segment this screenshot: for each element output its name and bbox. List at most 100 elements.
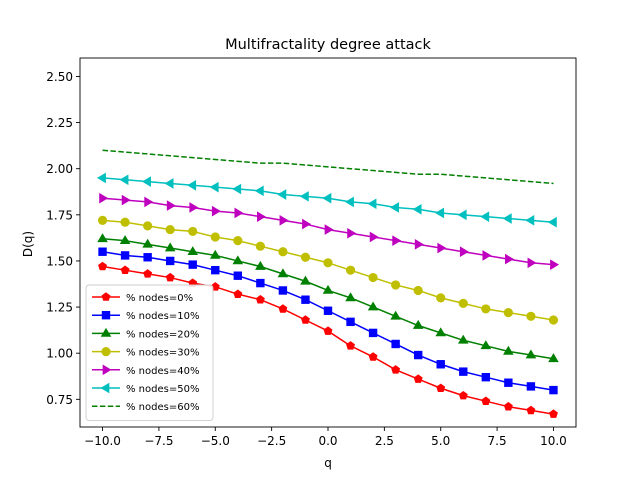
data-point-nodes-10: [323, 306, 333, 315]
data-point-nodes-40: [550, 259, 560, 270]
data-point-nodes-0: [526, 405, 536, 415]
legend-marker-nodes-0: [101, 292, 111, 301]
data-point-nodes-20: [548, 353, 559, 363]
data-point-nodes-40: [527, 257, 537, 269]
data-point-nodes-20: [457, 334, 469, 344]
y-tick-label: 1.75: [46, 208, 73, 222]
data-point-nodes-10: [301, 295, 310, 304]
y-tick-label: 2.25: [46, 116, 73, 130]
data-point-nodes-30: [503, 308, 513, 318]
data-point-nodes-50: [299, 191, 309, 202]
legend-box: [85, 284, 214, 421]
legend-label-nodes-20: % nodes=20%: [126, 329, 199, 340]
y-tick-label: 1.00: [46, 347, 73, 361]
data-point-nodes-40: [121, 194, 131, 206]
data-point-nodes-30: [188, 226, 198, 237]
data-point-nodes-20: [97, 233, 108, 243]
data-point-nodes-40: [392, 235, 402, 246]
data-point-nodes-50: [119, 174, 129, 186]
data-point-nodes-40: [302, 218, 312, 230]
data-point-nodes-30: [278, 247, 288, 257]
x-tick-label: 2.5: [375, 434, 394, 448]
data-point-nodes-10: [504, 378, 513, 387]
data-point-nodes-50: [232, 183, 242, 195]
legend-marker-nodes-30: [101, 346, 111, 357]
legend-marker-nodes-50: [100, 382, 110, 394]
data-point-nodes-50: [457, 209, 467, 221]
y-tick-label: 1.50: [46, 254, 73, 268]
data-point-nodes-0: [481, 396, 491, 405]
data-point-nodes-20: [480, 340, 492, 350]
data-point-nodes-20: [164, 242, 176, 252]
x-axis-label: q: [324, 456, 332, 470]
data-point-nodes-20: [345, 292, 356, 302]
data-point-nodes-0: [458, 390, 468, 400]
legend-marker-nodes-20: [100, 327, 112, 337]
data-point-nodes-30: [143, 221, 153, 231]
data-point-nodes-30: [391, 280, 401, 290]
data-point-nodes-20: [525, 349, 537, 359]
data-point-nodes-20: [390, 310, 401, 320]
data-point-nodes-10: [346, 317, 355, 327]
data-point-nodes-40: [369, 231, 379, 243]
data-point-nodes-10: [143, 253, 152, 262]
legend-label-nodes-30: % nodes=30%: [126, 348, 199, 359]
data-point-nodes-50: [480, 211, 490, 222]
data-point-nodes-30: [481, 304, 491, 314]
y-axis-label: D(q): [21, 231, 35, 257]
data-point-nodes-30: [368, 272, 378, 283]
y-tick-label: 2.00: [46, 162, 73, 176]
data-point-nodes-10: [98, 247, 107, 256]
data-point-nodes-40: [459, 246, 469, 258]
legend-marker-nodes-10: [101, 310, 111, 320]
legend-label-nodes-10: % nodes=10%: [126, 311, 199, 322]
data-point-nodes-10: [211, 265, 220, 275]
data-point-nodes-20: [255, 260, 266, 270]
chart-title: Multifractality degree attack: [225, 37, 431, 53]
legend: % nodes=0% % nodes=10% % nodes=20% % nodes=…: [85, 284, 214, 421]
data-point-nodes-30: [210, 232, 220, 242]
data-point-nodes-40: [144, 196, 154, 208]
data-point-nodes-0: [323, 326, 333, 335]
data-point-nodes-10: [436, 360, 445, 369]
data-point-nodes-50: [390, 202, 399, 213]
data-point-nodes-50: [367, 198, 377, 210]
data-point-nodes-40: [211, 205, 221, 217]
data-point-nodes-20: [412, 319, 424, 329]
data-point-nodes-0: [255, 295, 265, 304]
data-point-nodes-10: [165, 256, 175, 266]
data-point-nodes-20: [367, 301, 379, 311]
data-point-nodes-10: [391, 339, 400, 349]
data-point-nodes-10: [413, 350, 423, 360]
legend-label-nodes-50: % nodes=50%: [126, 384, 199, 395]
data-point-nodes-20: [435, 327, 447, 337]
data-point-nodes-50: [525, 215, 535, 226]
data-point-nodes-0: [165, 272, 175, 282]
data-point-nodes-50: [142, 176, 151, 187]
data-point-nodes-20: [322, 284, 334, 294]
data-point-nodes-50: [547, 216, 557, 228]
data-point-nodes-30: [233, 236, 243, 246]
data-point-nodes-10: [188, 260, 197, 269]
data-point-nodes-40: [324, 224, 334, 235]
x-tick-label: 10.0: [540, 434, 567, 448]
data-point-nodes-50: [209, 181, 219, 193]
x-tick-label: −10.0: [84, 434, 121, 448]
y-tick-label: 0.75: [46, 393, 73, 407]
data-point-nodes-0: [233, 289, 243, 298]
data-point-nodes-50: [502, 213, 512, 224]
data-point-nodes-30: [300, 252, 311, 262]
data-point-nodes-10: [459, 367, 468, 376]
legend-label-nodes-40: % nodes=40%: [126, 366, 199, 377]
data-point-nodes-50: [277, 189, 287, 200]
data-point-nodes-10: [256, 278, 265, 288]
data-point-nodes-40: [347, 227, 357, 239]
data-point-nodes-0: [120, 265, 130, 274]
data-point-nodes-30: [120, 217, 130, 227]
x-tick-label: −2.5: [257, 434, 286, 448]
data-point-nodes-50: [344, 196, 354, 208]
data-point-nodes-20: [209, 249, 221, 259]
legend-label-nodes-0: % nodes=0%: [126, 293, 193, 304]
data-point-nodes-40: [482, 250, 492, 261]
